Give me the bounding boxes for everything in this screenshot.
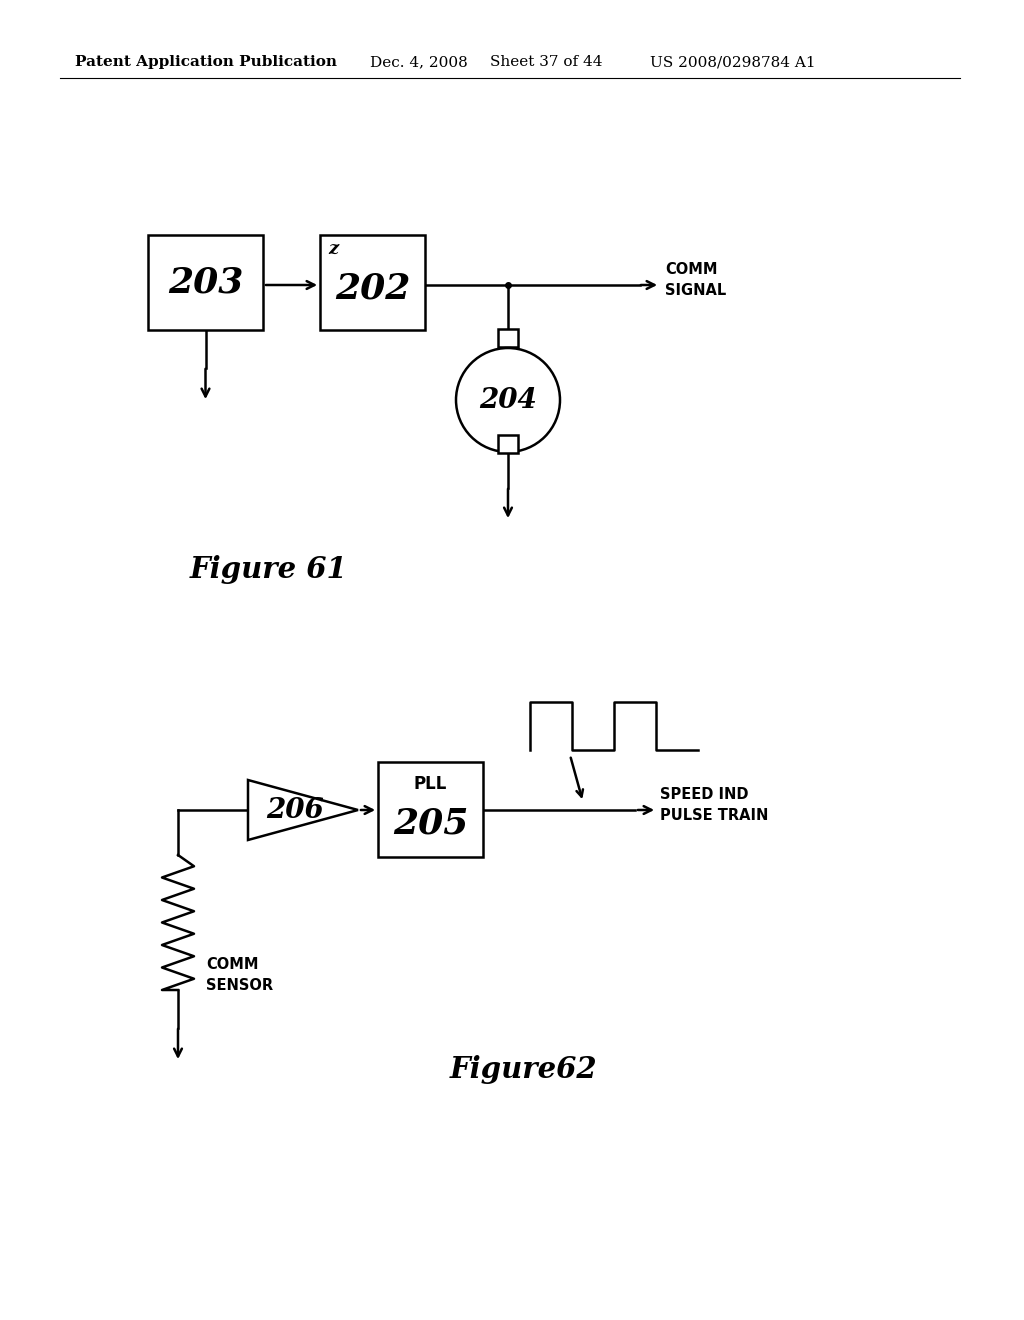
- Ellipse shape: [456, 348, 560, 451]
- Text: US 2008/0298784 A1: US 2008/0298784 A1: [650, 55, 816, 69]
- Text: Sheet 37 of 44: Sheet 37 of 44: [490, 55, 602, 69]
- Text: z: z: [328, 240, 338, 257]
- Text: Dec. 4, 2008: Dec. 4, 2008: [370, 55, 468, 69]
- Text: 204: 204: [479, 387, 537, 413]
- Bar: [498, 436, 518, 453]
- Text: COMM
SENSOR: COMM SENSOR: [206, 957, 273, 993]
- Text: 203: 203: [168, 265, 243, 300]
- Text: Figure 61: Figure 61: [190, 556, 348, 585]
- Polygon shape: [248, 780, 358, 840]
- Bar: [498, 329, 518, 347]
- Text: 202: 202: [335, 272, 411, 305]
- Text: Patent Application Publication: Patent Application Publication: [75, 55, 337, 69]
- Text: 206: 206: [266, 796, 324, 824]
- Bar: [378, 762, 483, 857]
- Text: Figure62: Figure62: [450, 1056, 598, 1085]
- Text: COMM
SIGNAL: COMM SIGNAL: [665, 261, 726, 298]
- Text: 205: 205: [393, 807, 468, 841]
- Text: SPEED IND
PULSE TRAIN: SPEED IND PULSE TRAIN: [660, 787, 768, 822]
- Bar: [148, 235, 263, 330]
- Bar: [319, 235, 425, 330]
- Text: PLL: PLL: [414, 775, 447, 793]
